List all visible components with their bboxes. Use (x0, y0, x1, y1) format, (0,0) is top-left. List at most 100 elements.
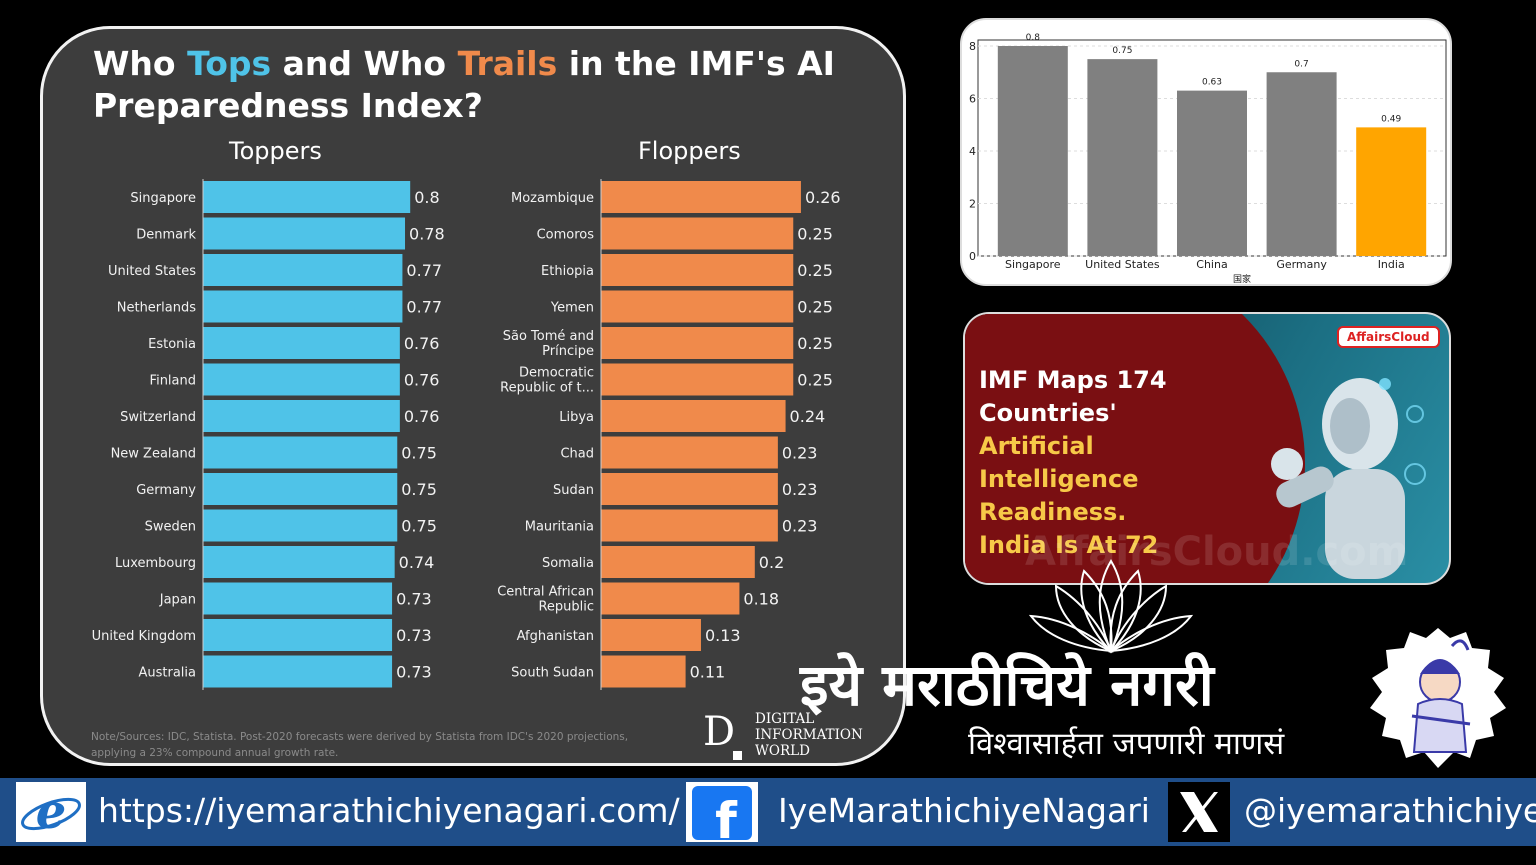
topper-value: 0.74 (399, 553, 435, 572)
title-ai: AI (797, 44, 835, 83)
topper-value: 0.77 (406, 261, 442, 280)
logo-square (733, 751, 742, 760)
news-card-red-panel (965, 314, 1185, 583)
flopper-bar (601, 473, 778, 505)
topper-bar (203, 217, 406, 250)
website-link[interactable]: https://iyemarathichiyenagari.com/ (98, 791, 680, 830)
footer-bottom-strip (0, 846, 1536, 865)
mini-bar-value: 0.8 (1026, 33, 1041, 43)
facebook-link[interactable]: IyeMarathichiyeNagari (778, 791, 1150, 830)
toppers-floppers-chart: Singapore 0.8 Denmark 0.78 United States 0.77… (92, 179, 841, 690)
flopper-label: South Sudan (511, 666, 594, 681)
flopper-value: 0.13 (705, 626, 741, 645)
flopper-bar (601, 619, 701, 651)
topper-bar (203, 254, 403, 286)
flopper-label: Mauritania (525, 520, 594, 535)
infographic-title: Who Tops and Who Trails in the IMF's AI … (93, 43, 873, 127)
flopper-label: Afghanistan (517, 629, 594, 644)
topper-value: 0.73 (396, 663, 432, 682)
flopper-bar (601, 436, 778, 469)
mini-bar-chart: 0 2 4 6 8 0.8 Singapore 0.75 United States 0.63 Ch… (969, 33, 1447, 285)
flopper-value: 0.25 (797, 371, 833, 390)
logo-line1: DIGITAL (755, 711, 815, 727)
title-tops: Tops (187, 44, 272, 83)
marathi-brand-subtitle: विश्वासार्हता जपणारी माणसं (968, 726, 1285, 762)
topper-value: 0.76 (404, 407, 440, 426)
x-handle-link[interactable]: @iyemarathichiye (1244, 791, 1536, 830)
flopper-bar (601, 509, 778, 542)
topper-bar (203, 400, 400, 432)
topper-label: Estonia (148, 337, 196, 352)
flopper-value: 0.18 (743, 590, 779, 609)
topper-bar (203, 363, 400, 396)
flopper-value: 0.25 (797, 225, 833, 244)
flopper-value: 0.11 (690, 663, 726, 682)
mini-category-label: United States (1085, 258, 1160, 271)
title-part1: Who (93, 44, 188, 83)
flopper-bar (601, 327, 794, 359)
topper-bar (203, 473, 398, 505)
flopper-label: Mozambique (511, 191, 594, 206)
flopper-label: Sudan (553, 483, 594, 498)
flopper-value: 0.24 (790, 407, 826, 426)
news-line-6: India Is At 72 (979, 531, 1159, 559)
topper-label: Netherlands (117, 301, 196, 316)
topper-value: 0.76 (404, 334, 440, 353)
topper-label: Germany (136, 483, 196, 498)
topper-bar (203, 655, 393, 688)
topper-value: 0.73 (396, 590, 432, 609)
flopper-value: 0.25 (797, 334, 833, 353)
topper-bar (203, 619, 393, 651)
flopper-bar (601, 217, 794, 250)
flopper-label: São Tomé and Príncipe (503, 329, 594, 359)
source-note-line2: applying a 23% compound annual growth ra… (91, 747, 339, 759)
mini-ytick-label: 0 (969, 250, 976, 263)
flopper-label: Democratic Republic of t... (500, 366, 594, 396)
x-icon[interactable] (1168, 782, 1230, 842)
flopper-label: Yemen (550, 301, 594, 316)
svg-text:e: e (36, 784, 67, 840)
flopper-bar (601, 546, 755, 578)
mini-xlabel: 国家 (1233, 273, 1251, 285)
lotus-icon (1028, 559, 1194, 654)
topper-value: 0.78 (409, 225, 445, 244)
topper-label: Luxembourg (115, 556, 196, 571)
mini-bar-value: 0.7 (1294, 59, 1308, 69)
logo-text: DIGITAL INFORMATION WORLD (755, 711, 863, 759)
mini-bar (1356, 127, 1427, 256)
marathi-brand-title: इये मराठीचिये नगरी (800, 651, 1214, 719)
flopper-value: 0.23 (782, 517, 818, 536)
mini-bar (1177, 90, 1247, 256)
facebook-icon[interactable]: f (686, 782, 758, 842)
footer-bar: e https://iyemarathichiyenagari.com/ f I… (0, 778, 1536, 846)
flopper-label: Central African Republic (497, 585, 594, 615)
flopper-value: 0.23 (782, 480, 818, 499)
news-line-4: Intelligence (979, 465, 1139, 493)
digital-information-world-logo: D DIGITAL INFORMATION WORLD (703, 707, 873, 763)
topper-label: Switzerland (120, 410, 196, 425)
news-line-1: IMF Maps 174 (979, 366, 1167, 394)
mini-bar-chart-card: 0 2 4 6 8 0.8 Singapore 0.75 United States 0.63 Ch… (960, 18, 1452, 286)
flopper-label: Ethiopia (541, 264, 594, 279)
topper-label: Australia (138, 666, 196, 681)
topper-value: 0.75 (401, 517, 437, 536)
mini-category-label: India (1378, 258, 1405, 271)
flopper-bar (601, 254, 794, 286)
topper-label: United States (108, 264, 196, 279)
topper-label: United Kingdom (92, 629, 196, 644)
news-line-3: Artificial (979, 432, 1094, 460)
topper-value: 0.76 (404, 371, 440, 390)
mini-bar-value: 0.49 (1381, 114, 1401, 124)
title-line2: Preparedness Index? (93, 86, 483, 125)
news-line-5: Readiness. (979, 498, 1127, 526)
logo-line2: INFORMATION (755, 727, 863, 743)
mini-ytick-label: 4 (969, 145, 976, 158)
mini-bar-value: 0.75 (1112, 46, 1132, 56)
infographic-card: Who Tops and Who Trails in the IMF's AI … (40, 26, 906, 766)
internet-explorer-icon[interactable]: e (16, 782, 86, 842)
flopper-label: Comoros (537, 228, 595, 243)
mini-category-label: China (1196, 258, 1227, 271)
flopper-value: 0.23 (782, 444, 818, 463)
flopper-value: 0.26 (805, 188, 841, 207)
